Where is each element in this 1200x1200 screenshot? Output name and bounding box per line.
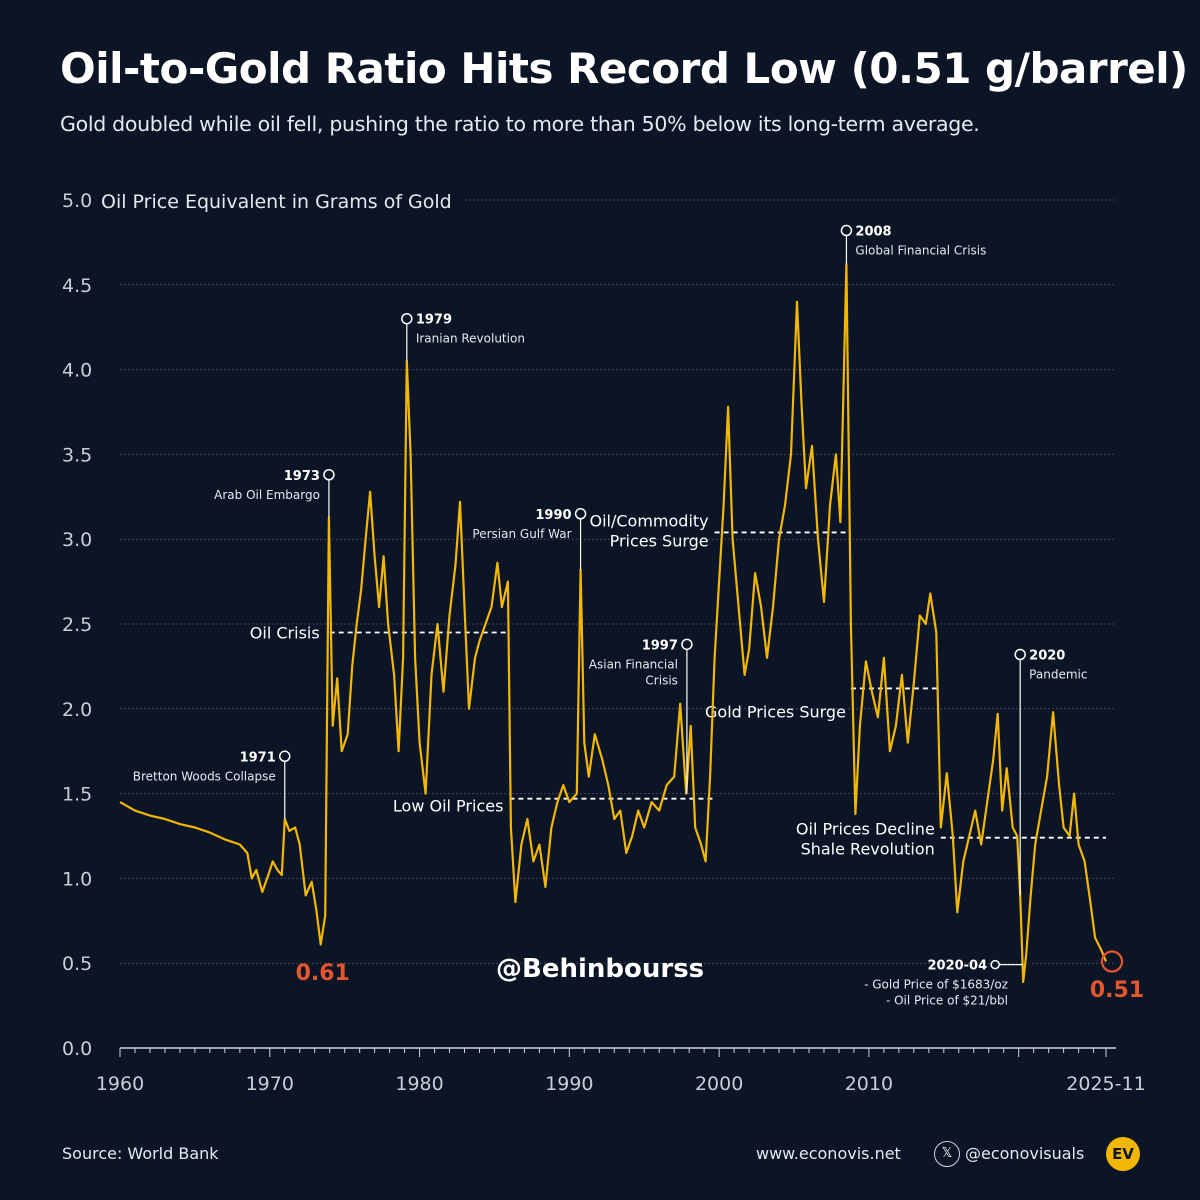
event-description: Arab Oil Embargo (214, 488, 320, 502)
event-description: Persian Gulf War (472, 527, 571, 541)
y-tick-label: 1.0 (62, 868, 92, 890)
chart-subtitle: Gold doubled while oil fell, pushing the… (60, 112, 980, 136)
footer-source: Source: World Bank (62, 1144, 219, 1163)
period-average-label: Gold Prices Surge (705, 702, 846, 721)
x-tick-label: 2010 (845, 1073, 893, 1095)
series-line (119, 263, 1108, 984)
x-tick-label: 2000 (695, 1073, 743, 1095)
y-tick-label: 4.5 (62, 275, 92, 297)
event-description: Pandemic (1029, 668, 1087, 682)
event-marker (279, 750, 291, 763)
y-tick-label: 3.0 (62, 529, 92, 551)
event-year-label: 1990 (535, 508, 571, 523)
x-tick-label: 1970 (246, 1073, 294, 1095)
event-year-label: 2020 (1029, 649, 1065, 664)
y-tick-label: 2.5 (62, 614, 92, 636)
y-tick-label: 3.5 (62, 444, 92, 466)
detail-marker (990, 959, 1000, 970)
low-callout-label: 0.61 (296, 961, 350, 986)
y-tick-label: 0.5 (62, 953, 92, 975)
y-tick-label: 1.5 (62, 784, 92, 806)
y-tick-label: 2.0 (62, 699, 92, 721)
event-description: Global Financial Crisis (855, 244, 986, 258)
period-average-label: Low Oil Prices (393, 797, 504, 816)
event-year-label: 2008 (855, 225, 891, 240)
watermark: @Behinbourss (496, 954, 705, 984)
x-tick-label: 1990 (545, 1073, 593, 1095)
event-marker (1014, 648, 1026, 661)
chart-title: Oil-to-Gold Ratio Hits Record Low (0.51 … (60, 44, 1188, 93)
y-tick-label: 4.0 (62, 360, 92, 382)
period-average-label: Oil/Commodity Prices Surge (589, 511, 708, 550)
detail-note-line: - Gold Price of $1683/oz (864, 978, 1008, 992)
record-low-label: 0.51 (1090, 978, 1144, 1003)
event-description: Asian Financial Crisis (589, 657, 678, 687)
event-marker (840, 224, 853, 237)
event-year-label: 1971 (240, 750, 276, 765)
ev-logo-icon: EV (1106, 1137, 1140, 1171)
y-tick-label: 5.0 (62, 190, 92, 212)
oil-gold-ratio-chart: 0.0 0.5 1.0 1.5 2.0 2.5 3.0 3.5 4.0 4.5 5.0 Oil Pri… (62, 190, 1146, 1095)
x-logo-icon[interactable]: 𝕏 (934, 1141, 960, 1167)
footer-site-link[interactable]: www.econovis.net (756, 1144, 901, 1163)
detail-date-label: 2020-04 (927, 959, 987, 974)
event-marker (323, 469, 335, 481)
event-marker (681, 638, 693, 651)
detail-note-line: - Oil Price of $21/bbl (886, 994, 1008, 1008)
event-description: Bretton Woods Collapse (133, 769, 276, 783)
event-year-label: 1973 (284, 469, 320, 484)
event-year-label: 1979 (416, 313, 452, 328)
event-description: Iranian Revolution (416, 332, 525, 346)
x-tick-label: 1980 (395, 1073, 443, 1095)
x-tick-label: 2025-11 (1066, 1073, 1145, 1095)
footer-social-handle[interactable]: @econovisuals (965, 1144, 1085, 1163)
period-average-label: Oil Crisis (250, 623, 320, 642)
x-tick-label: 1960 (96, 1073, 144, 1095)
event-year-label: 1997 (642, 638, 678, 653)
period-average-label: Oil Prices Decline Shale Revolution (796, 820, 935, 859)
y-axis-label: Oil Price Equivalent in Grams of Gold (101, 191, 452, 213)
y-tick-label: 0.0 (62, 1038, 92, 1060)
event-marker (574, 508, 587, 520)
record-low-circle (1100, 950, 1124, 973)
event-marker (401, 312, 413, 325)
